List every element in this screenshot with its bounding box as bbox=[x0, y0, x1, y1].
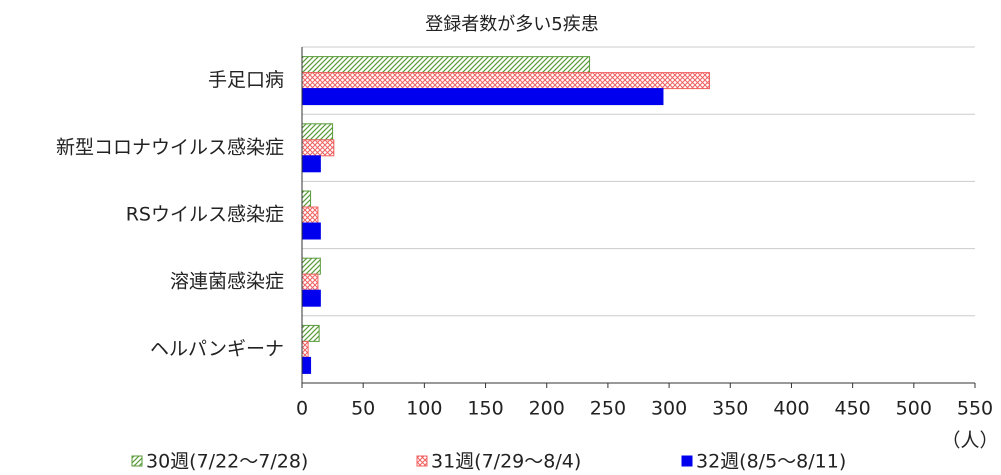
bar bbox=[301, 206, 319, 224]
y-tick-label: ヘルパンギーナ bbox=[150, 338, 284, 360]
x-tick-label: 550 bbox=[957, 398, 993, 420]
legend-swatch bbox=[681, 455, 693, 467]
bar bbox=[301, 88, 664, 106]
x-tick-label: 150 bbox=[467, 398, 503, 420]
x-tick-label: 0 bbox=[296, 398, 308, 420]
x-tick-label: 350 bbox=[712, 398, 748, 420]
x-tick-label: 300 bbox=[651, 398, 687, 420]
x-tick-label: 400 bbox=[773, 398, 809, 420]
x-tick-label: 100 bbox=[406, 398, 442, 420]
chart-title: 登録者数が多い5疾患 bbox=[425, 14, 598, 35]
bar bbox=[301, 257, 321, 275]
y-tick-label: RSウイルス感染症 bbox=[126, 204, 284, 226]
bar bbox=[301, 356, 312, 374]
x-tick-label: 500 bbox=[896, 398, 932, 420]
bar bbox=[301, 222, 321, 240]
y-tick-label: 新型コロナウイルス感染症 bbox=[56, 136, 284, 158]
legend-label: 32週(8/5〜8/11) bbox=[696, 451, 846, 473]
bar bbox=[301, 123, 334, 141]
bar bbox=[301, 273, 319, 291]
bar bbox=[301, 155, 321, 173]
bar bbox=[301, 324, 320, 342]
bar bbox=[301, 139, 335, 157]
x-tick-label: 200 bbox=[529, 398, 565, 420]
legend-swatch bbox=[416, 455, 428, 467]
x-tick-label: 250 bbox=[590, 398, 626, 420]
legend-label: 30週(7/22〜7/28) bbox=[146, 451, 308, 473]
bar bbox=[301, 340, 309, 358]
y-tick-label: 溶連菌感染症 bbox=[170, 271, 284, 293]
bar bbox=[301, 289, 321, 307]
legend-swatch bbox=[131, 455, 143, 467]
x-tick-label: 50 bbox=[351, 398, 375, 420]
x-tick-label: 450 bbox=[835, 398, 871, 420]
bar bbox=[301, 190, 312, 208]
bar bbox=[301, 72, 710, 90]
bar bbox=[301, 56, 591, 74]
y-tick-label: 手足口病 bbox=[208, 69, 284, 91]
legend-label: 31週(7/29〜8/4) bbox=[431, 451, 581, 473]
x-axis-label: （人） bbox=[941, 430, 998, 452]
